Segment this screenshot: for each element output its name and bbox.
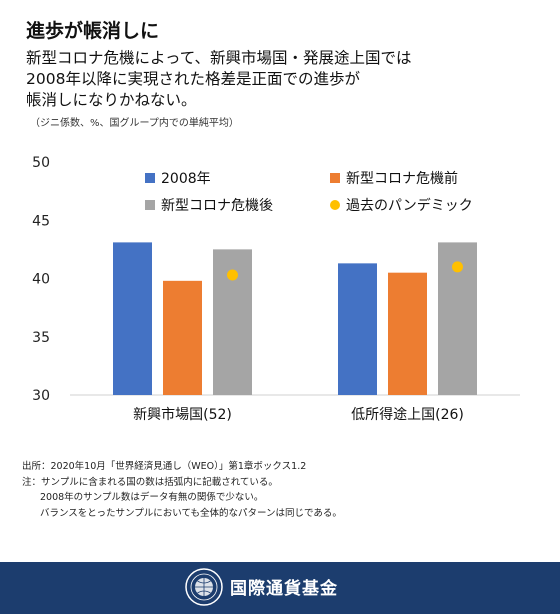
bar <box>338 263 377 395</box>
org-name: 国際通貨基金 <box>230 579 338 599</box>
legend-label: 過去のパンデミック <box>346 197 473 214</box>
x-category-label: 新興市場国(52) <box>133 406 232 423</box>
pandemic-point <box>227 269 238 281</box>
y-tick-label: 30 <box>32 388 50 404</box>
footer-bar: 国際通貨基金 <box>0 562 560 614</box>
legend-swatch <box>330 173 340 183</box>
bar <box>113 242 152 395</box>
notes-block: 出所：2020年10月「世界経済見通し（WEO）」第1章ボックス1.2 注：サン… <box>22 459 342 521</box>
bar <box>388 272 427 395</box>
legend-swatch <box>145 173 155 183</box>
legend-marker <box>330 200 340 210</box>
y-tick-label: 40 <box>32 272 50 288</box>
note-line-3: バランスをとったサンプルにおいても全体的なパターンは同じである。 <box>40 507 342 519</box>
legend-swatch <box>145 200 155 210</box>
legend-label: 新型コロナ危機前 <box>346 170 458 187</box>
note-line-2: 2008年のサンプル数はデータ有無の関係で少ない。 <box>40 492 264 503</box>
y-tick-label: 35 <box>32 330 50 346</box>
chart-title: 進歩が帳消しに <box>26 20 160 42</box>
x-category-label: 低所得途上国(26) <box>351 406 464 423</box>
source-note: 出所：2020年10月「世界経済見通し（WEO）」第1章ボックス1.2 <box>22 461 307 472</box>
chart-subtitle: 新型コロナ危機によって、新興市場国・発展途上国では 2008年以降に実現された格… <box>26 49 412 109</box>
pandemic-point <box>452 261 463 273</box>
legend-label: 2008年 <box>161 171 211 187</box>
y-tick-label: 50 <box>32 155 50 171</box>
units-note: （ジニ係数、%、国グループ内での単純平均） <box>30 118 239 129</box>
bar <box>163 280 202 395</box>
note-line-1: 注：サンプルに含まれる国の数は括弧内に記載されている。 <box>22 476 278 488</box>
imf-seal-icon <box>185 568 223 606</box>
legend-label: 新型コロナ危機後 <box>161 198 273 214</box>
y-tick-label: 45 <box>32 213 50 229</box>
